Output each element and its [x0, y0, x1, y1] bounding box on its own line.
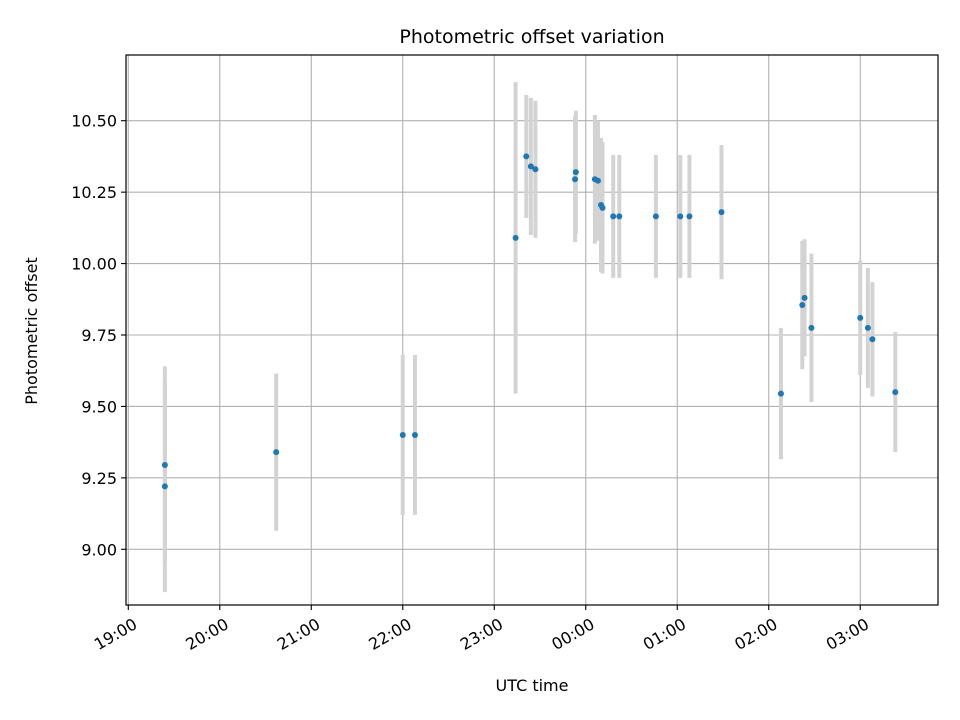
y-tick-label: 9.00: [81, 540, 117, 559]
y-tick-label: 9.25: [81, 469, 117, 488]
data-point: [616, 213, 623, 220]
data-point: [808, 324, 815, 331]
data-point: [801, 294, 808, 301]
y-axis-title: Photometric offset: [22, 257, 41, 405]
plot-area-frame: [125, 54, 939, 606]
data-point: [512, 234, 519, 241]
data-point: [572, 169, 579, 176]
chart-title: Photometric offset variation: [399, 26, 664, 48]
data-point: [799, 302, 806, 308]
data-point: [718, 209, 725, 216]
y-axis-ticks: 9.00 9.25 9.50 9.75 10.00 10.25 10.50: [71, 112, 126, 559]
data-point: [869, 336, 876, 343]
data-point: [777, 390, 784, 397]
data-point: [273, 449, 280, 456]
data-point: [161, 483, 168, 490]
data-point: [677, 213, 684, 220]
x-axis-title: UTC time: [496, 676, 569, 695]
data-point: [411, 432, 418, 438]
data-point: [523, 153, 530, 160]
data-point: [652, 213, 659, 220]
data-points: [161, 153, 899, 490]
data-point: [857, 314, 864, 321]
y-tick-label: 10.50: [71, 112, 117, 131]
data-point: [892, 389, 899, 396]
data-point: [527, 163, 534, 170]
data-point: [864, 324, 871, 331]
data-point: [572, 176, 579, 183]
data-point: [399, 432, 406, 438]
data-point: [599, 204, 606, 211]
data-point: [532, 166, 539, 173]
data-point: [610, 213, 617, 220]
data-point: [686, 213, 693, 220]
data-point: [161, 462, 168, 468]
data-point: [594, 177, 601, 184]
y-tick-label: 10.25: [71, 183, 117, 202]
y-tick-label: 9.75: [81, 326, 117, 345]
y-tick-label: 10.00: [71, 255, 117, 274]
y-tick-label: 9.50: [81, 397, 117, 416]
